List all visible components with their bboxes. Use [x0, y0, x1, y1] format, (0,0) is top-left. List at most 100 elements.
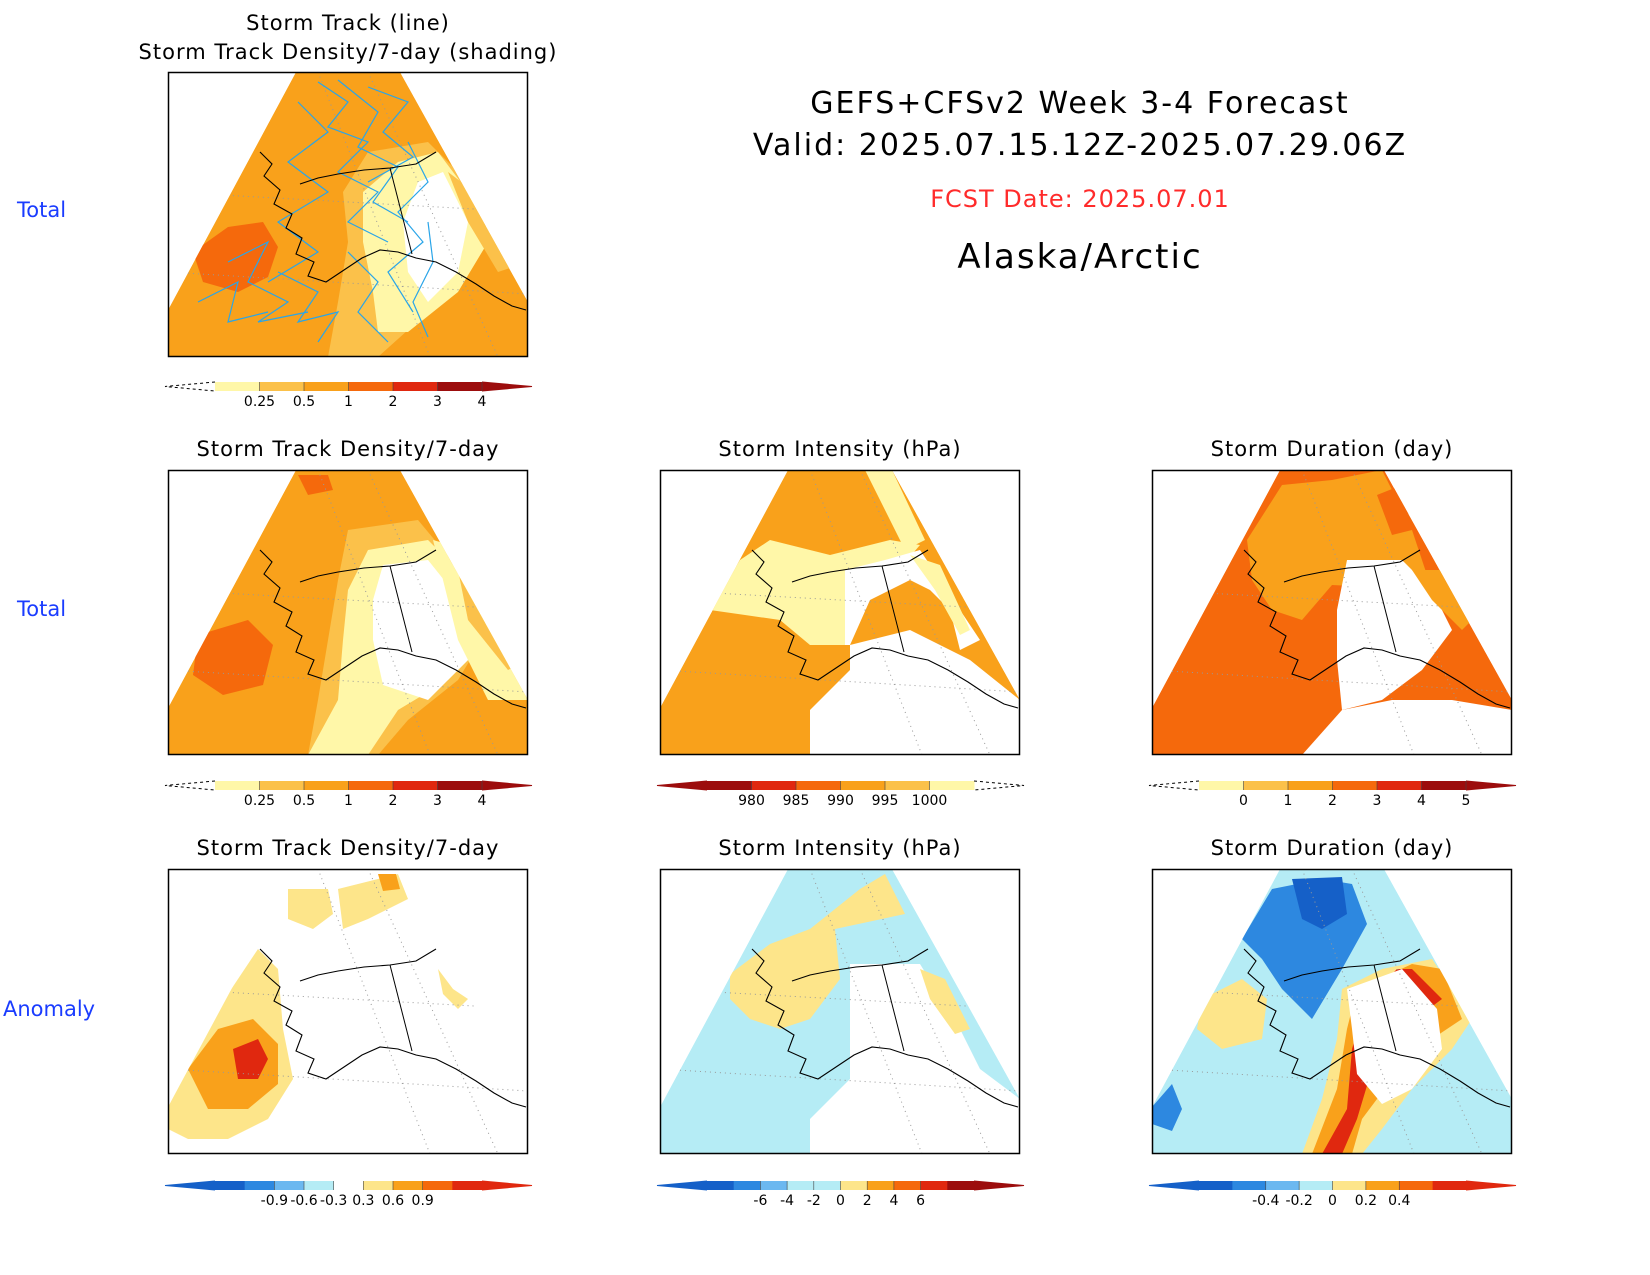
colorbar-segment — [840, 781, 886, 790]
anom-none — [1347, 969, 1442, 1104]
map-panel-density-anomaly — [167, 868, 529, 1155]
colorbar-tick-label: -0.6 — [290, 1193, 317, 1209]
coastline — [751, 948, 1019, 1108]
colorbar-segment — [1399, 1181, 1434, 1190]
colorbar-segment — [893, 1181, 922, 1190]
colorbar-tick-label: 0 — [1328, 1193, 1337, 1209]
colorbar-tick-label: 3 — [433, 394, 442, 410]
colorbar-segment — [304, 382, 349, 391]
map-panel-track-density — [167, 71, 529, 358]
panel1-title-line2: Storm Track Density/7-day (shading) — [138, 40, 558, 64]
colorbar-tick-label: 0.2 — [1355, 1193, 1377, 1209]
panel3-title: Storm Intensity (hPa) — [718, 437, 962, 461]
colorbar-tick-label: 0 — [836, 1193, 845, 1209]
colorbar-intensity-anomaly: -6 -4 -2 0 2 4 6 — [656, 1180, 1025, 1209]
map-panel-density-total — [167, 469, 529, 756]
colorbar-segment — [707, 781, 752, 790]
anom-base — [1152, 869, 1512, 1154]
colorbar-segment — [1243, 781, 1289, 790]
colorbar-segment — [304, 1181, 335, 1190]
colorbar-segment — [1421, 781, 1467, 790]
colorbar-arrow-left — [164, 381, 216, 392]
colorbar-segment — [929, 781, 975, 790]
intensity-east — [910, 555, 970, 635]
colorbar-segment — [437, 781, 483, 790]
border-line — [1373, 565, 1397, 653]
map-panel-intensity-anomaly — [659, 868, 1021, 1155]
colorbar-segment — [1377, 781, 1422, 790]
anom-north-a — [288, 889, 333, 929]
intensity-none-ne — [845, 550, 980, 650]
colorbar-tick-label: 4 — [889, 1193, 898, 1209]
storm-track-line — [317, 81, 389, 243]
panel5-title: Storm Track Density/7-day — [196, 836, 500, 860]
density-max — [193, 620, 273, 695]
figure-title-line2: Valid: 2025.07.15.12Z-2025.07.29.06Z — [752, 128, 1408, 163]
colorbar-segment — [796, 781, 841, 790]
colorbar-tick-label: 0.5 — [293, 793, 315, 809]
anom-negative-max — [1292, 877, 1347, 929]
row-label-total-1: Total — [17, 198, 67, 222]
colorbar-tick-label: 0.4 — [1388, 1193, 1410, 1209]
anom-positive — [730, 874, 905, 1029]
anom-north-peak — [378, 874, 400, 891]
colorbar-arrow-right — [973, 1180, 1025, 1191]
colorbar-arrow-right — [1465, 1180, 1517, 1191]
coastline-north — [299, 948, 437, 982]
storm-track-line — [347, 251, 389, 343]
colorbar-tick-label: 3 — [1373, 793, 1382, 809]
colorbar-segment — [885, 781, 930, 790]
colorbar-segment — [215, 781, 260, 790]
colorbar-tick-label: 5 — [1462, 793, 1471, 809]
colorbar-tick-label: 3 — [433, 793, 442, 809]
colorbar-tick-label: 4 — [478, 394, 487, 410]
colorbar-segment — [733, 1181, 761, 1190]
colorbar-segment — [1432, 1181, 1467, 1190]
colorbar-segment — [760, 1181, 788, 1190]
colorbar-segment — [393, 781, 438, 790]
colorbar-arrow-right — [481, 780, 533, 791]
coastline-north — [299, 549, 437, 583]
colorbar-segment — [867, 1181, 895, 1190]
map-frame — [1151, 868, 1513, 1155]
coastline-north — [791, 948, 929, 982]
colorbar-arrow-left — [656, 1180, 708, 1191]
duration-none — [1337, 560, 1452, 710]
storm-track-line — [387, 141, 429, 313]
border-line — [389, 167, 413, 255]
colorbar-tick-label: 4 — [1417, 793, 1426, 809]
anom-negative-sw — [1152, 1084, 1182, 1131]
colorbar-tick-label: 985 — [783, 793, 810, 809]
coastline — [1243, 549, 1511, 709]
row-label-total-2: Total — [17, 597, 67, 621]
colorbar-segment — [259, 781, 305, 790]
anom-east — [920, 969, 970, 1034]
colorbar-segment — [1299, 1181, 1333, 1190]
map-frame — [659, 868, 1021, 1155]
colorbar-segment — [1199, 781, 1244, 790]
colorbar-tick-label: -6 — [753, 1193, 767, 1209]
colorbar-tick-label: 0.25 — [244, 394, 275, 410]
duration-east — [1412, 570, 1472, 630]
density-north — [298, 475, 333, 495]
anom-positive-west — [1197, 979, 1267, 1049]
colorbar-segment — [1232, 1181, 1267, 1190]
storm-track-line — [367, 86, 415, 183]
colorbar-segment — [813, 1181, 841, 1190]
colorbar-tick-label: 0 — [1239, 793, 1248, 809]
colorbar-segment — [787, 1181, 815, 1190]
colorbar-arrow-left — [164, 780, 216, 791]
colorbar-tick-label: 1 — [344, 793, 353, 809]
colorbar-density-1: 0.25 0.5 1 2 3 4 — [164, 381, 533, 410]
colorbar-tick-label: 0.6 — [382, 1193, 404, 1209]
colorbar-segment — [452, 1181, 483, 1190]
colorbar-segment — [274, 1181, 305, 1190]
colorbar-density-anomaly: -0.9 -0.6 -0.3 0.3 0.6 0.9 — [164, 1180, 533, 1209]
panel2-title: Storm Track Density/7-day — [196, 437, 500, 461]
border-line — [389, 565, 413, 653]
colorbar-segment — [422, 1181, 453, 1190]
colorbar-tick-label: 4 — [478, 793, 487, 809]
panel1-title-line1: Storm Track (line) — [246, 11, 450, 35]
colorbar-tick-label: 995 — [872, 793, 899, 809]
colorbar-tick-label: 6 — [916, 1193, 925, 1209]
